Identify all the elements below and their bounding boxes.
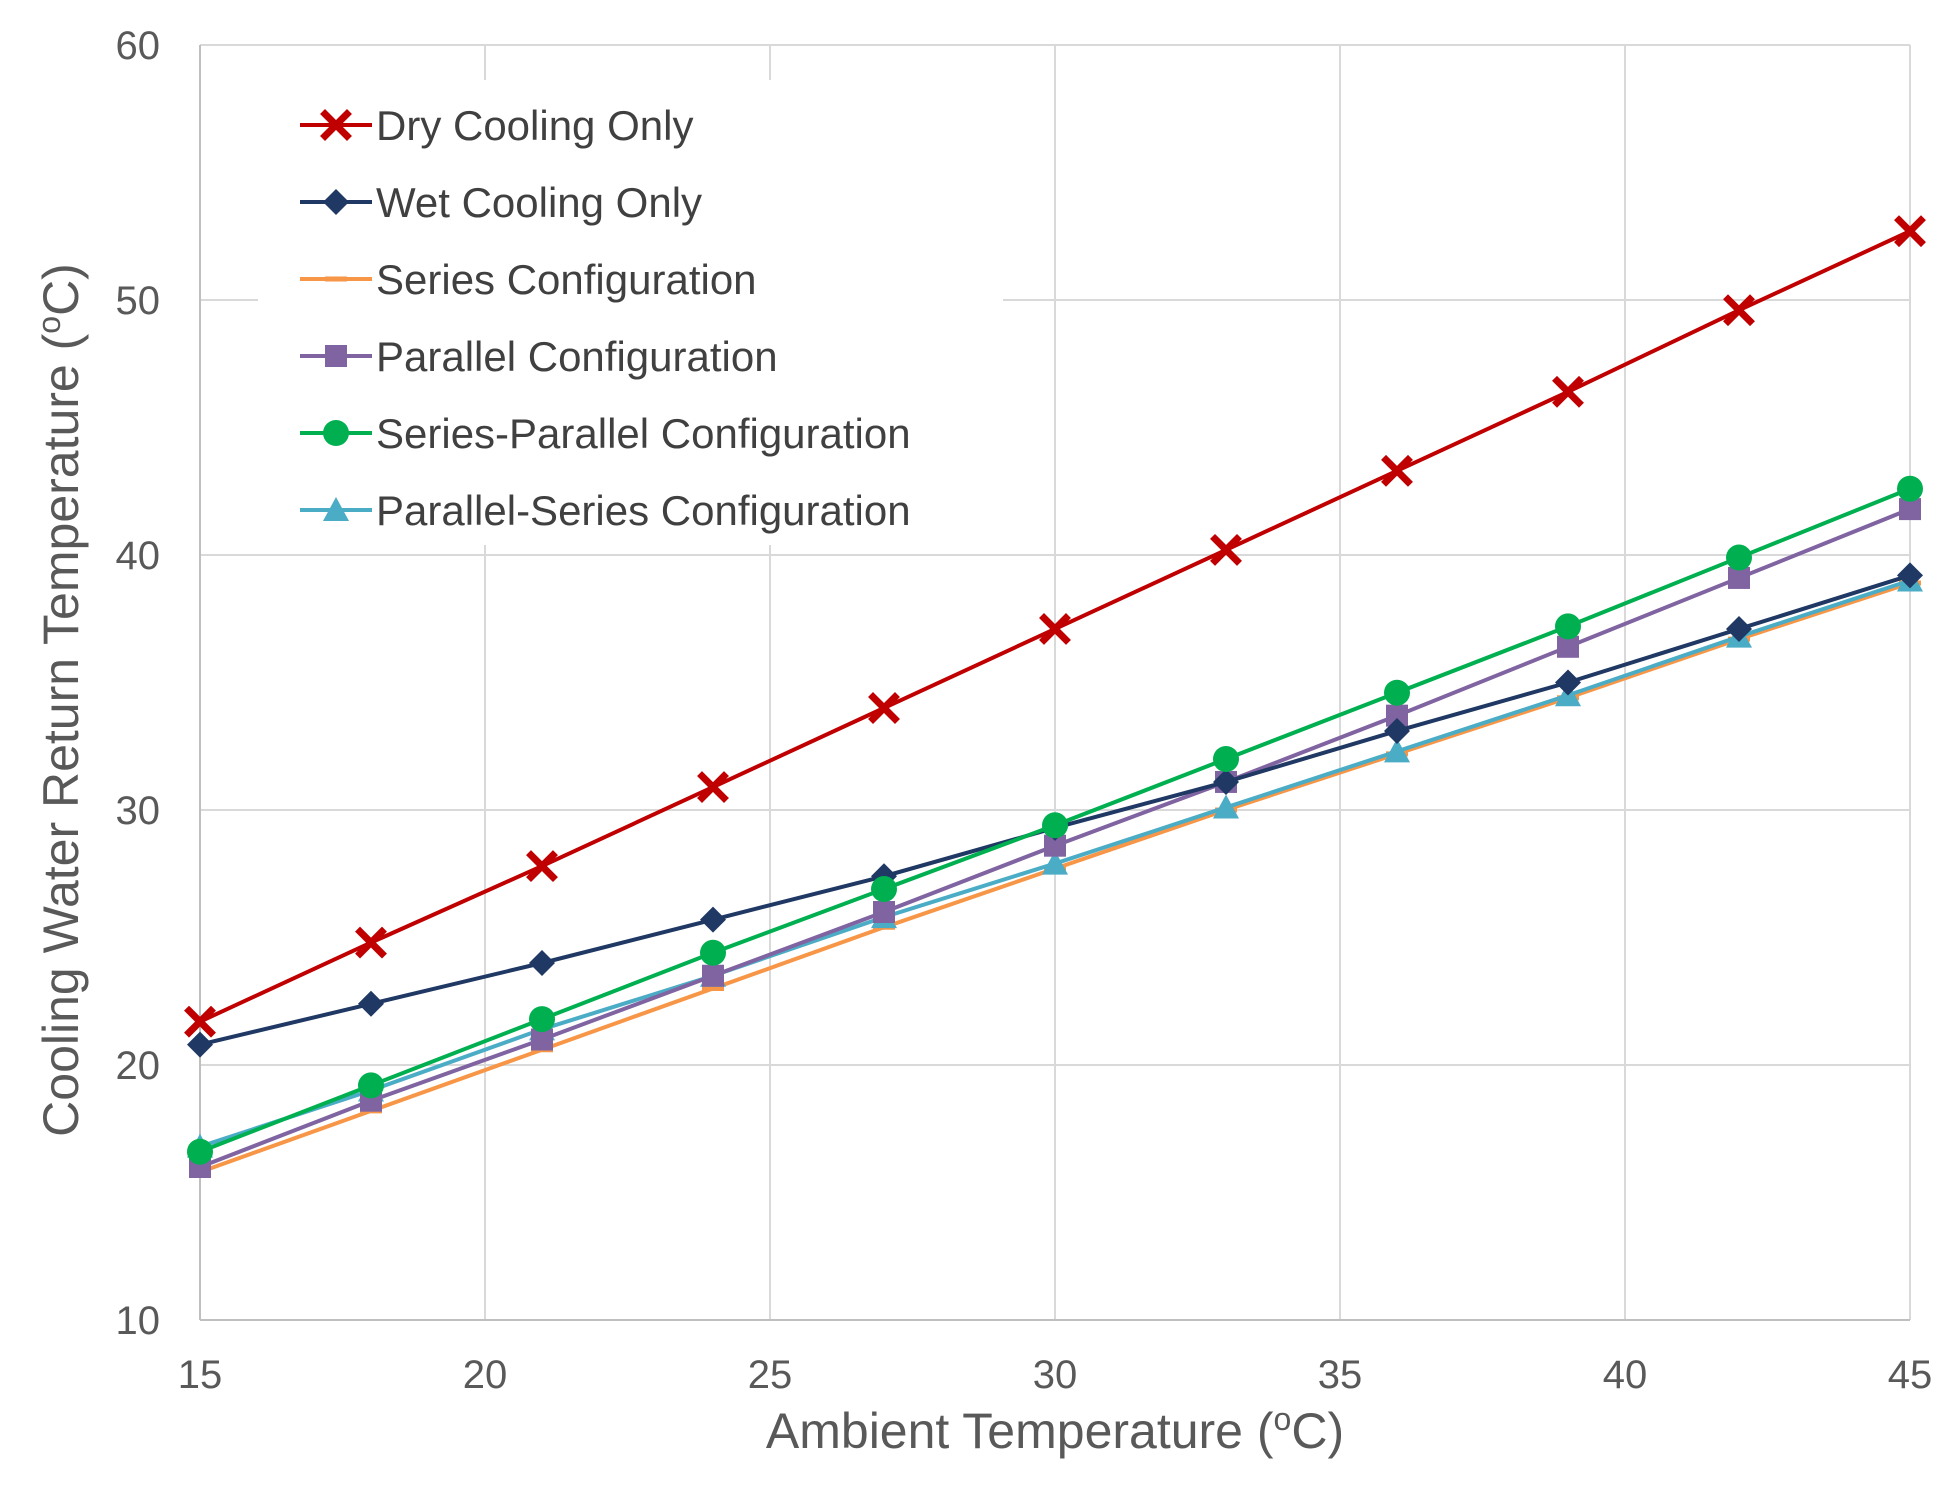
x-axis-title: Ambient Temperature (oC) xyxy=(766,1401,1344,1459)
legend-item-parallel-configuration: Parallel Configuration xyxy=(300,333,778,380)
axes xyxy=(199,45,1910,1321)
data-point-wet-cooling-only-24 xyxy=(700,906,726,933)
data-point-series-parallel-configuration-30 xyxy=(1042,812,1068,839)
legend-label-dry-cooling-only: Dry Cooling Only xyxy=(376,102,693,149)
data-point-parallel-configuration-39 xyxy=(1557,635,1579,658)
legend-background xyxy=(258,80,1003,545)
y-axis-title-degree: o xyxy=(31,316,67,334)
series-lines xyxy=(184,215,1926,1178)
y-tick-label-60: 60 xyxy=(116,24,161,68)
data-point-dry-cooling-only-24 xyxy=(697,771,729,803)
data-point-wet-cooling-only-42 xyxy=(1726,615,1752,642)
data-point-wet-cooling-only-45 xyxy=(1897,562,1923,589)
tick-labels: 10 20 30 40 50 60 15 20 25 30 35 40 45 xyxy=(116,24,1933,1397)
x-tick-label-30: 30 xyxy=(1033,1353,1078,1397)
legend-item-series-parallel-configuration: Series-Parallel Configuration xyxy=(300,410,911,457)
data-point-wet-cooling-only-15 xyxy=(187,1031,213,1058)
legend-marker-dry-cooling-only xyxy=(320,109,352,141)
legend-marker-parallel-configuration xyxy=(325,345,347,367)
y-tick-label-30: 30 xyxy=(116,789,161,833)
data-point-series-parallel-configuration-18 xyxy=(358,1072,384,1099)
data-point-wet-cooling-only-39 xyxy=(1555,669,1581,696)
y-axis-title-text: Cooling Water Return Temperature ( xyxy=(33,333,89,1136)
data-point-parallel-configuration-36 xyxy=(1386,704,1408,727)
data-point-parallel-series-configuration-30 xyxy=(1042,850,1068,875)
data-point-dry-cooling-only-18 xyxy=(355,926,387,959)
data-point-dry-cooling-only-39 xyxy=(1552,375,1584,408)
data-point-series-parallel-configuration-42 xyxy=(1726,544,1752,571)
data-point-parallel-configuration-21 xyxy=(531,1028,553,1051)
series-series-parallel-configuration xyxy=(187,475,1923,1165)
x-tick-label-20: 20 xyxy=(463,1353,508,1397)
data-point-series-parallel-configuration-36 xyxy=(1384,679,1410,706)
legend-item-dry-cooling-only: Dry Cooling Only xyxy=(300,102,693,149)
legend-label-series-parallel-configuration: Series-Parallel Configuration xyxy=(376,410,911,457)
legend-label-series-configuration: Series Configuration xyxy=(376,256,757,303)
y-tick-label-40: 40 xyxy=(116,534,161,578)
legend-marker-wet-cooling-only xyxy=(323,189,349,215)
data-point-wet-cooling-only-36 xyxy=(1384,717,1410,744)
data-point-dry-cooling-only-36 xyxy=(1381,454,1413,487)
data-point-parallel-series-configuration-36 xyxy=(1384,738,1410,763)
legend-label-wet-cooling-only: Wet Cooling Only xyxy=(376,179,702,226)
data-point-dry-cooling-only-45 xyxy=(1894,215,1926,248)
data-point-dry-cooling-only-15 xyxy=(184,1005,216,1038)
data-point-parallel-configuration-42 xyxy=(1728,566,1750,589)
y-axis-title-unit: C) xyxy=(33,263,89,316)
y-axis-title: Cooling Water Return Temperature (oC) xyxy=(31,263,89,1137)
data-point-dry-cooling-only-30 xyxy=(1039,613,1071,645)
data-point-series-parallel-configuration-33 xyxy=(1213,746,1239,772)
legend-item-series-configuration: Series Configuration xyxy=(300,256,757,303)
data-point-series-parallel-configuration-39 xyxy=(1555,613,1581,640)
data-point-wet-cooling-only-33 xyxy=(1213,768,1239,795)
data-point-parallel-configuration-45 xyxy=(1899,498,1921,521)
x-tick-label-35: 35 xyxy=(1318,1353,1363,1397)
data-point-wet-cooling-only-18 xyxy=(358,990,384,1017)
data-point-dry-cooling-only-27 xyxy=(868,692,900,724)
data-point-series-parallel-configuration-45 xyxy=(1897,475,1923,502)
x-axis-title-text: Ambient Temperature ( xyxy=(766,1403,1274,1459)
x-tick-label-45: 45 xyxy=(1888,1353,1933,1397)
data-point-parallel-configuration-27 xyxy=(873,901,895,923)
data-point-series-parallel-configuration-15 xyxy=(187,1138,213,1165)
x-tick-label-25: 25 xyxy=(748,1353,793,1397)
data-point-parallel-series-configuration-33 xyxy=(1213,794,1239,819)
x-tick-label-15: 15 xyxy=(178,1353,223,1397)
data-point-series-parallel-configuration-24 xyxy=(700,939,726,966)
y-tick-label-10: 10 xyxy=(116,1299,161,1343)
legend-marker-series-parallel-configuration xyxy=(323,420,349,446)
data-point-dry-cooling-only-33 xyxy=(1210,533,1242,566)
data-point-parallel-configuration-24 xyxy=(702,964,724,987)
y-tick-label-50: 50 xyxy=(116,279,161,323)
data-point-series-parallel-configuration-21 xyxy=(529,1006,555,1033)
data-point-wet-cooling-only-21 xyxy=(529,950,555,976)
series-dry-cooling-only xyxy=(184,215,1926,1038)
data-point-dry-cooling-only-42 xyxy=(1723,294,1755,327)
x-tick-label-40: 40 xyxy=(1603,1353,1648,1397)
legend-marker-parallel-series-configuration xyxy=(323,497,349,522)
legend-label-parallel-series-configuration: Parallel-Series Configuration xyxy=(376,487,911,534)
legend-item-wet-cooling-only: Wet Cooling Only xyxy=(300,179,702,226)
data-point-series-parallel-configuration-27 xyxy=(871,876,897,903)
legend-item-parallel-series-configuration: Parallel-Series Configuration xyxy=(300,487,911,534)
y-tick-label-20: 20 xyxy=(116,1044,161,1088)
legend-label-parallel-configuration: Parallel Configuration xyxy=(376,333,778,380)
legend: Dry Cooling Only Wet Cooling Only Series C… xyxy=(300,102,911,534)
x-axis-title-unit: C) xyxy=(1291,1403,1344,1459)
data-point-dry-cooling-only-21 xyxy=(526,850,558,883)
data-point-parallel-configuration-30 xyxy=(1044,834,1066,857)
x-axis-title-degree: o xyxy=(1274,1401,1292,1437)
